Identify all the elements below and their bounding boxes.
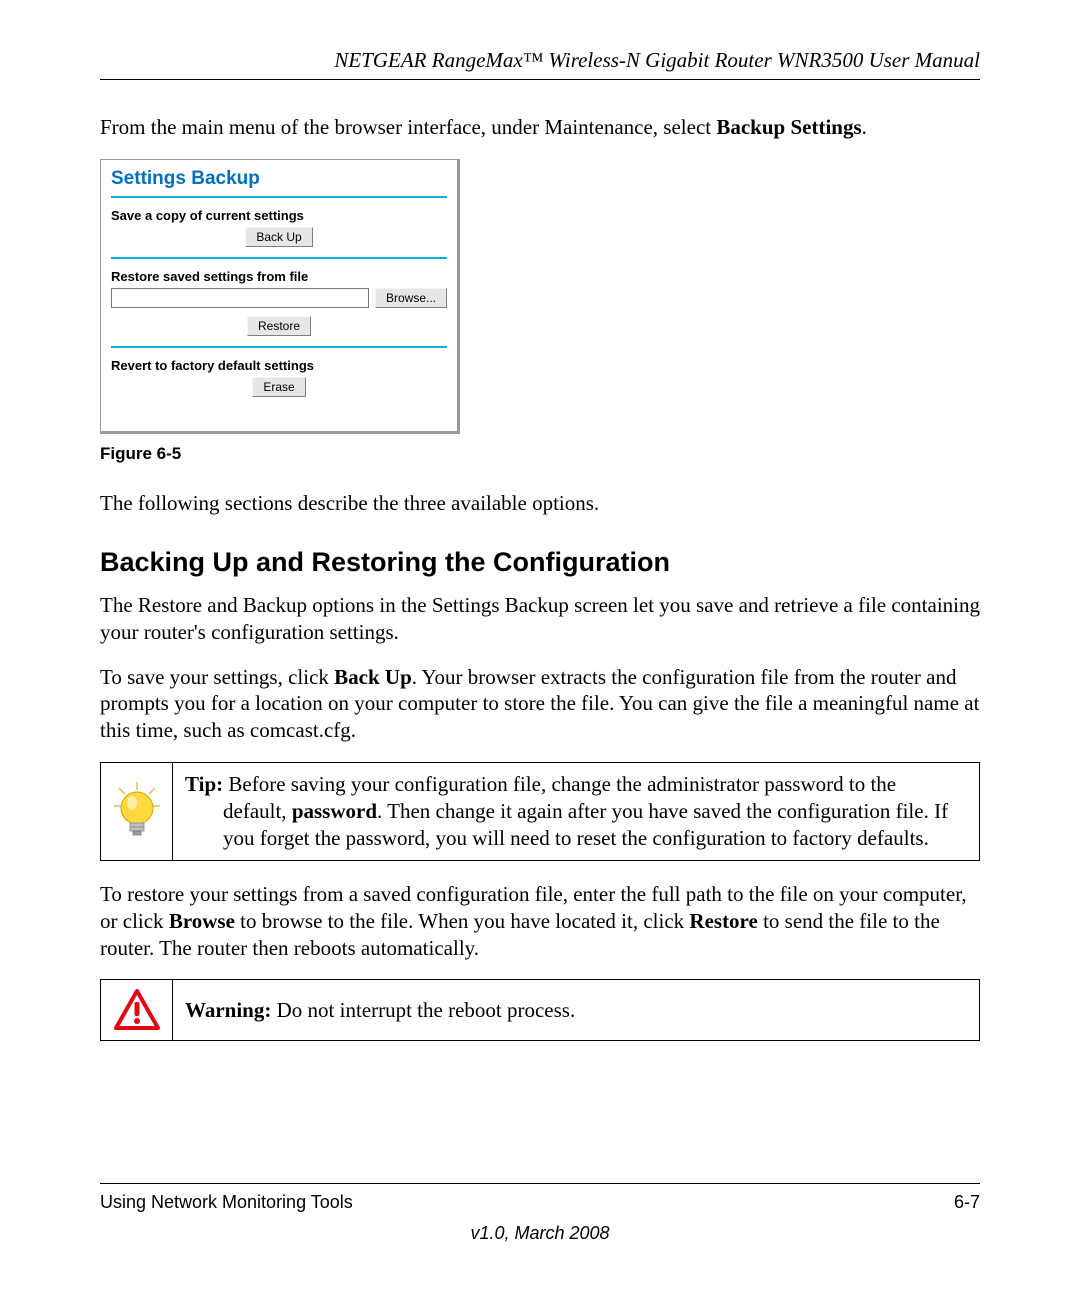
intro-bold: Backup Settings	[716, 115, 861, 139]
save-pre: To save your settings, click	[100, 665, 334, 689]
panel-sep-3	[111, 346, 447, 348]
panel-sep-2	[111, 257, 447, 259]
browse-button[interactable]: Browse...	[375, 288, 447, 308]
restore-paragraph: The Restore and Backup options in the Se…	[100, 592, 980, 646]
footer-version: v1.0, March 2008	[100, 1223, 980, 1244]
panel-sep-1	[111, 196, 447, 198]
tip-line1: Before saving your configuration file, c…	[223, 772, 896, 796]
rf-b2: Restore	[689, 909, 757, 933]
save-paragraph: To save your settings, click Back Up. Yo…	[100, 664, 980, 745]
revert-label: Revert to factory default settings	[111, 358, 447, 373]
page-footer: Using Network Monitoring Tools 6-7 v1.0,…	[100, 1183, 980, 1244]
save-bold: Back Up	[334, 665, 412, 689]
header-rule	[100, 79, 980, 80]
warning-text: Warning: Do not interrupt the reboot pro…	[173, 980, 979, 1040]
footer-left: Using Network Monitoring Tools	[100, 1192, 353, 1213]
after-figure-text: The following sections describe the thre…	[100, 490, 980, 517]
figure-settings-backup: Settings Backup Save a copy of current s…	[100, 159, 980, 434]
rf-mid: to browse to the file. When you have loc…	[235, 909, 689, 933]
restore-button[interactable]: Restore	[247, 316, 311, 336]
tip-label: Tip:	[185, 772, 223, 796]
restore-label: Restore saved settings from file	[111, 269, 447, 284]
intro-paragraph: From the main menu of the browser interf…	[100, 114, 980, 141]
warning-body: Do not interrupt the reboot process.	[271, 998, 575, 1022]
erase-button[interactable]: Erase	[252, 377, 305, 397]
tip-line2: default, password. Then change it again …	[223, 798, 967, 852]
tip-text: Tip: Before saving your configuration fi…	[173, 763, 979, 860]
footer-rule	[100, 1183, 980, 1184]
restore-file-paragraph: To restore your settings from a saved co…	[100, 881, 980, 962]
lightbulb-icon	[111, 780, 163, 842]
figure-caption: Figure 6-5	[100, 444, 980, 464]
page-header-title: NETGEAR RangeMax™ Wireless-N Gigabit Rou…	[100, 48, 980, 73]
section-heading: Backing Up and Restoring the Configurati…	[100, 547, 980, 578]
warning-label: Warning:	[185, 998, 271, 1022]
tip-line2-pre: default,	[223, 799, 292, 823]
warning-triangle-icon	[113, 988, 161, 1032]
footer-right: 6-7	[954, 1192, 980, 1213]
tip-callout: Tip: Before saving your configuration fi…	[100, 762, 980, 861]
panel-title: Settings Backup	[111, 168, 447, 190]
tip-line2-bold: password	[292, 799, 377, 823]
settings-backup-panel: Settings Backup Save a copy of current s…	[100, 159, 460, 434]
warning-callout: Warning: Do not interrupt the reboot pro…	[100, 979, 980, 1041]
save-copy-label: Save a copy of current settings	[111, 208, 447, 223]
tip-icon-cell	[101, 763, 173, 860]
intro-post: .	[862, 115, 867, 139]
intro-pre: From the main menu of the browser interf…	[100, 115, 716, 139]
backup-button[interactable]: Back Up	[245, 227, 312, 247]
warning-icon-cell	[101, 980, 173, 1040]
file-path-input[interactable]	[111, 288, 369, 308]
rf-b1: Browse	[169, 909, 235, 933]
